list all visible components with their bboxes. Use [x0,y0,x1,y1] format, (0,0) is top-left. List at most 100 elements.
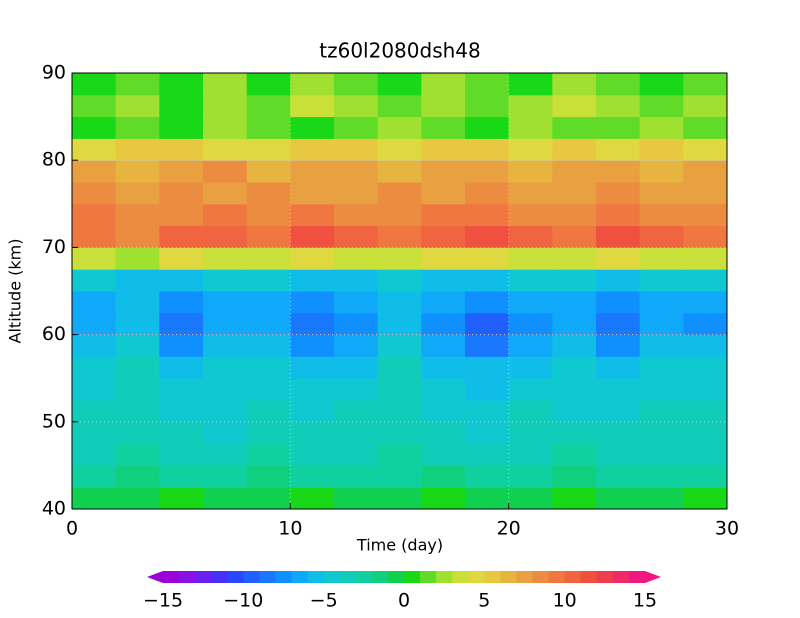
heat-cell [246,160,291,183]
heat-cell [552,378,597,401]
heat-cell [421,312,466,336]
heat-cell [203,421,248,445]
heat-cell [465,94,510,118]
heat-cell [203,116,248,139]
heat-cell [508,225,553,248]
heat-cell [159,73,204,96]
colorbar-box [548,571,566,583]
heat-cell [159,487,204,510]
heat-cell [508,400,553,423]
heat-cell [552,334,597,357]
heat-cell [421,291,466,314]
heat-cell [377,138,422,161]
heat-cell [115,94,160,118]
heat-cell [421,116,466,139]
heat-cell [203,312,248,336]
heat-cell [115,443,160,466]
heat-cell [552,116,597,139]
heat-cell [421,225,466,248]
colorbar-tick-label: 0 [398,590,410,612]
heat-cell [552,225,597,248]
heat-cell [246,73,291,96]
heat-cell [203,94,248,118]
heat-cell [508,465,553,488]
colorbar-box [628,571,646,583]
heat-cell [72,160,117,183]
heat-cell [639,116,684,139]
heat-cell [159,138,204,161]
heat-cell [683,465,728,488]
heat-cell [508,182,553,205]
heat-cell [377,182,422,205]
heat-cell [72,334,117,357]
heat-cell [683,73,728,96]
y-tick-label: 50 [42,410,66,432]
heat-cell [203,334,248,357]
heat-cell [552,356,597,379]
heat-cell [290,487,335,510]
heat-cell [421,465,466,488]
heat-cell [115,312,160,336]
heat-cell [377,269,422,292]
heat-cell [465,356,510,379]
heat-cell [377,334,422,357]
heat-cell [203,247,248,270]
heat-cell [639,378,684,401]
x-tick-label: 20 [497,518,521,540]
heat-cell [334,203,379,227]
colorbar-box [259,571,276,583]
heat-cell [290,203,335,227]
heat-cell [115,160,160,183]
heat-cell [246,116,291,139]
heat-cell [377,291,422,314]
heat-cell [465,443,510,466]
heat-cell [639,247,684,270]
colorbar-box [436,571,453,583]
heat-cell [465,334,510,357]
colorbar-tick-label: −5 [310,590,338,612]
heat-cell [421,487,466,510]
heat-cell [639,443,684,466]
heat-cell [246,356,291,379]
heat-cell [377,443,422,466]
heat-cell [290,378,335,401]
y-axis-label: Altitude (km) [6,239,25,344]
heat-cell [421,203,466,227]
heat-cell [552,247,597,270]
heat-cell [115,487,160,510]
heat-cell [203,203,248,227]
colorbar-box [387,571,405,583]
heat-cell [596,203,641,227]
heat-cell [290,421,335,445]
heat-cell [508,116,553,139]
heat-cell [290,94,335,118]
heat-cell [639,182,684,205]
heat-cell [290,356,335,379]
heat-cell [508,312,553,336]
heat-cell [290,269,335,292]
heat-cell [203,465,248,488]
heat-cell [203,400,248,423]
heat-cell [115,334,160,357]
colorbar-box [355,571,373,583]
heat-cell [334,421,379,445]
heat-cell [334,138,379,161]
heat-cell [159,182,204,205]
colorbar-box [596,571,614,583]
heat-cell [290,312,335,336]
heat-cell [465,400,510,423]
heat-cell [508,73,553,96]
heat-cell [203,487,248,510]
heat-cell [159,94,204,118]
heat-cell [683,247,728,270]
heat-cell [115,203,160,227]
heat-cell [72,400,117,423]
colorbar-box [291,571,309,583]
colorbar-box [243,571,260,583]
heat-cell [203,443,248,466]
heat-cell [159,443,204,466]
heat-cell [377,203,422,227]
heat-cell [552,443,597,466]
heat-cell [508,334,553,357]
heat-cell [552,73,597,96]
